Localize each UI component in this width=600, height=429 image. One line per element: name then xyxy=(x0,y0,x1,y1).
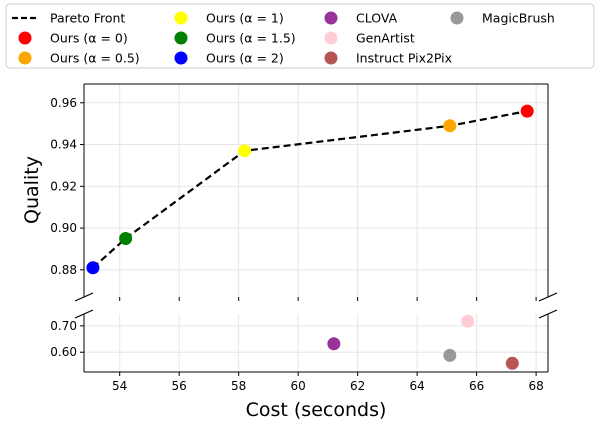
legend-label: Ours (α = 2) xyxy=(206,51,284,66)
data-point xyxy=(520,104,534,118)
data-point xyxy=(443,119,457,133)
x-tick-label: 60 xyxy=(291,379,306,393)
upper-panel: 0.88 0.90 0.92 0.94 0.96 xyxy=(50,83,558,319)
x-tick-label: 68 xyxy=(528,379,543,393)
data-point xyxy=(238,144,252,158)
axis-break-mark xyxy=(74,292,94,302)
legend-marker xyxy=(18,31,32,45)
data-point xyxy=(86,261,100,275)
lower-panel: 0.60 0.70 xyxy=(50,314,549,373)
legend-marker xyxy=(324,31,338,45)
x-tick-label: 64 xyxy=(409,379,424,393)
legend-marker xyxy=(174,51,188,65)
legend-label: CLOVA xyxy=(356,11,398,26)
data-point xyxy=(505,356,519,370)
y-tick-label: 0.96 xyxy=(50,96,77,110)
y-axis-label: Quality xyxy=(21,156,43,224)
y-tick-label: 0.70 xyxy=(50,319,77,333)
legend-label: Ours (α = 1.5) xyxy=(206,31,296,46)
legend-marker xyxy=(324,51,338,65)
legend-label: Ours (α = 0) xyxy=(50,31,128,46)
legend-marker xyxy=(18,51,32,65)
data-point xyxy=(327,337,341,351)
legend-box xyxy=(5,3,595,69)
legend-label: Instruct Pix2Pix xyxy=(356,51,452,66)
axis-break-mark xyxy=(538,292,558,302)
legend-label: Ours (α = 0.5) xyxy=(50,51,140,66)
legend-marker xyxy=(174,31,188,45)
legend-label: GenArtist xyxy=(356,31,415,46)
data-point xyxy=(461,314,475,328)
x-tick-label: 62 xyxy=(350,379,365,393)
x-tick-label: 54 xyxy=(112,379,127,393)
legend-marker xyxy=(174,11,188,25)
legend-label: MagicBrush xyxy=(482,11,555,26)
y-tick-label: 0.90 xyxy=(50,221,77,235)
legend-marker xyxy=(324,11,338,25)
y-tick-label: 0.94 xyxy=(50,138,77,152)
x-tick-label: 58 xyxy=(231,379,246,393)
data-point xyxy=(119,232,133,246)
legend-marker xyxy=(450,11,464,25)
legend-label: Ours (α = 1) xyxy=(206,11,284,26)
legend: Pareto Front Ours (α = 0) Ours (α = 0.5) Ou… xyxy=(5,3,595,69)
y-tick-label: 0.60 xyxy=(50,345,77,359)
legend-label: Pareto Front xyxy=(50,11,125,26)
x-tick-label: 66 xyxy=(469,379,484,393)
x-axis-label: Cost (seconds) xyxy=(246,399,387,421)
x-axis-ticks: 54 56 58 60 62 64 66 68 xyxy=(112,372,544,393)
y-tick-label: 0.92 xyxy=(50,179,77,193)
data-point xyxy=(443,348,457,362)
x-tick-label: 56 xyxy=(172,379,187,393)
pareto-front-line xyxy=(92,110,528,269)
y-tick-label: 0.88 xyxy=(50,263,77,277)
